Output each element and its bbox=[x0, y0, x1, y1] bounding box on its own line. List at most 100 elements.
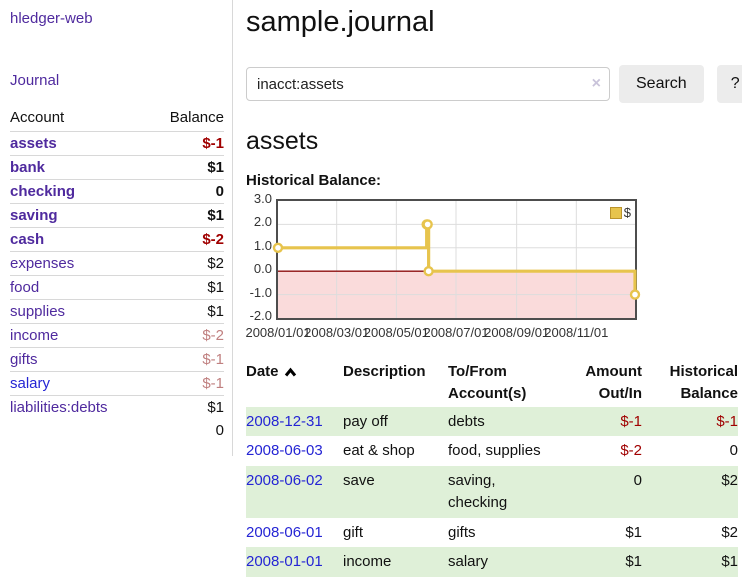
col-historical: Historical Balance bbox=[642, 359, 738, 407]
y-axis-tick-label: 0.0 bbox=[253, 261, 272, 277]
x-axis-tick-label: 2008/07/01 bbox=[423, 325, 489, 340]
x-axis-tick-label: 2008/05/01 bbox=[363, 325, 429, 340]
account-balance: $1 bbox=[147, 395, 224, 419]
main-content: sample.journal × Search ? assets Histori… bbox=[233, 0, 742, 577]
transaction-accounts: salary bbox=[448, 547, 566, 577]
transaction-row: 2008-01-01 income salary $1 $1 bbox=[246, 547, 738, 577]
transaction-amount: $-2 bbox=[620, 442, 642, 460]
transaction-balance: 0 bbox=[729, 442, 738, 460]
data-point bbox=[629, 289, 641, 300]
transaction-row: 2008-06-02 save saving, checking 0 $2 bbox=[246, 466, 738, 518]
register-table: Date Description To/From Account(s) Amou… bbox=[246, 359, 738, 577]
account-balance: 0 bbox=[147, 179, 224, 204]
x-axis-tick-label: 2008/01/01 bbox=[245, 325, 311, 340]
account-balance: $-1 bbox=[147, 347, 224, 372]
transaction-date-link[interactable]: 2008-06-01 bbox=[246, 523, 323, 541]
journal-link[interactable]: Journal bbox=[10, 72, 60, 89]
account-link[interactable]: cash bbox=[10, 231, 45, 248]
transaction-balance: $-1 bbox=[642, 406, 738, 437]
transaction-description: save bbox=[343, 466, 448, 518]
sort-ascending-icon bbox=[284, 367, 296, 377]
col-tofrom-line1: To/From bbox=[448, 363, 507, 380]
transaction-amount: $1 bbox=[625, 523, 642, 541]
x-axis-tick-label: 2008/11/01 bbox=[544, 325, 609, 340]
accounts-total-value: 0 bbox=[215, 422, 224, 439]
legend-label: $ bbox=[623, 205, 631, 220]
account-link[interactable]: assets bbox=[10, 135, 57, 152]
accounts-table: Account Balance assets $-1 bank $1 checking 0… bbox=[10, 106, 224, 442]
account-row: checking 0 bbox=[10, 179, 224, 204]
account-balance: $1 bbox=[147, 275, 224, 300]
account-link[interactable]: liabilities:debts bbox=[10, 399, 108, 416]
search-button[interactable]: Search bbox=[619, 65, 704, 103]
col-amount-line1: Amount bbox=[585, 363, 642, 380]
account-link[interactable]: salary bbox=[10, 375, 51, 392]
page-title: sample.journal bbox=[246, 6, 435, 38]
chart-legend: $ bbox=[609, 205, 631, 220]
transaction-row: 2008-06-03 eat & shop food, supplies $-2 0 bbox=[246, 436, 738, 466]
account-balance: $1 bbox=[147, 203, 224, 228]
account-link[interactable]: gifts bbox=[10, 351, 38, 368]
transaction-description: eat & shop bbox=[343, 442, 415, 460]
col-date[interactable]: Date bbox=[246, 359, 343, 407]
account-balance: $-1 bbox=[202, 135, 224, 152]
account-balance: $-1 bbox=[147, 371, 224, 396]
chart-plot-area: $ bbox=[272, 199, 641, 320]
account-heading: assets bbox=[246, 127, 319, 155]
y-axis-tick-label: 2.0 bbox=[253, 214, 272, 230]
sidebar: hledger-web Journal Account Balance asse… bbox=[0, 0, 233, 456]
y-axis-tick-label: -1.0 bbox=[249, 284, 272, 300]
transaction-description: gift bbox=[343, 523, 364, 541]
account-row: expenses $2 bbox=[10, 251, 224, 276]
chart-canvas bbox=[272, 201, 641, 318]
transaction-date-link[interactable]: 2008-06-03 bbox=[246, 442, 323, 460]
brand-link[interactable]: hledger-web bbox=[10, 10, 93, 27]
account-link[interactable]: supplies bbox=[10, 303, 66, 320]
chart-title: Historical Balance: bbox=[246, 172, 382, 189]
transaction-amount: $1 bbox=[566, 547, 642, 577]
account-link[interactable]: income bbox=[10, 327, 59, 344]
accounts-col-account: Account bbox=[10, 106, 148, 132]
accounts-col-balance: Balance bbox=[147, 106, 224, 132]
account-row: food $1 bbox=[10, 275, 224, 300]
transaction-date-link[interactable]: 2008-06-02 bbox=[246, 472, 323, 489]
account-row: saving $1 bbox=[10, 203, 224, 228]
search-wrap: × bbox=[246, 67, 610, 101]
accounts-total-row: 0 bbox=[10, 419, 224, 442]
transaction-row: 2008-06-01 gift gifts $1 $2 bbox=[246, 518, 738, 548]
account-row: supplies $1 bbox=[10, 299, 224, 324]
col-tofrom: To/From Account(s) bbox=[448, 359, 566, 407]
account-link[interactable]: saving bbox=[10, 207, 58, 224]
account-row: liabilities:debts $1 bbox=[10, 395, 224, 419]
nav-journal: Journal bbox=[10, 72, 224, 90]
y-axis-tick-label: 1.0 bbox=[253, 237, 272, 253]
y-axis-tick-label: -2.0 bbox=[249, 308, 272, 323]
account-link[interactable]: food bbox=[10, 279, 40, 296]
transaction-accounts: saving, checking bbox=[448, 466, 566, 518]
col-historical-line1: Historical bbox=[669, 363, 738, 380]
transaction-date-link[interactable]: 2008-01-01 bbox=[246, 553, 323, 571]
col-date-label: Date bbox=[246, 363, 279, 380]
transaction-date-link[interactable]: 2008-12-31 bbox=[246, 412, 323, 430]
help-button[interactable]: ? bbox=[716, 65, 742, 103]
account-balance: $1 bbox=[147, 299, 224, 324]
col-amount: Amount Out/In bbox=[566, 359, 642, 407]
account-link[interactable]: bank bbox=[10, 159, 46, 176]
account-row: income $-2 bbox=[10, 323, 224, 348]
y-axis-tick-label: 3.0 bbox=[253, 191, 272, 206]
transaction-accounts: food, supplies bbox=[448, 442, 541, 460]
account-link[interactable]: checking bbox=[10, 183, 76, 200]
col-amount-line2: Out/In bbox=[598, 384, 642, 402]
transaction-balance: $2 bbox=[721, 523, 738, 541]
clear-search-icon[interactable]: × bbox=[591, 75, 601, 92]
account-link[interactable]: expenses bbox=[10, 255, 75, 272]
data-point bbox=[422, 219, 433, 230]
data-point bbox=[272, 242, 284, 253]
x-axis-tick-label: 2008/09/01 bbox=[484, 325, 550, 340]
register-header-row: Date Description To/From Account(s) Amou… bbox=[246, 359, 738, 407]
transaction-balance: $2 bbox=[642, 466, 738, 518]
transaction-accounts: debts bbox=[448, 406, 566, 437]
transaction-amount: 0 bbox=[566, 466, 642, 518]
search-input[interactable] bbox=[246, 67, 610, 101]
